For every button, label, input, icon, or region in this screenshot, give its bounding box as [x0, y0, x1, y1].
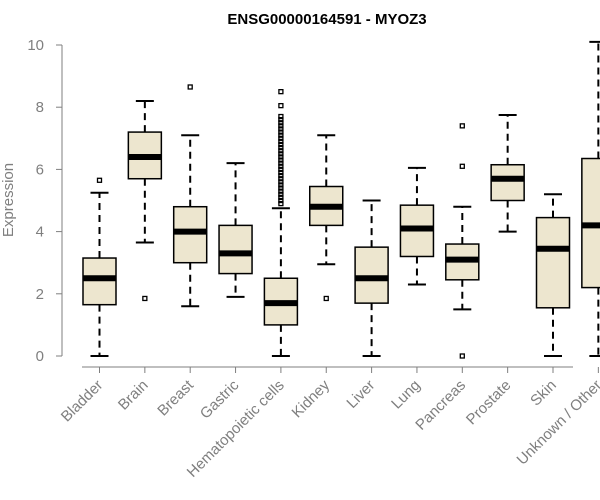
- x-tick-label: Lung: [388, 377, 424, 413]
- outlier-point: [278, 89, 284, 95]
- chart-title: ENSG00000164591 - MYOZ3: [227, 11, 426, 28]
- x-tick-label: Liver: [343, 377, 378, 412]
- iqr-box: [535, 216, 571, 309]
- y-tick-label: 8: [36, 99, 44, 116]
- iqr-box: [490, 163, 525, 202]
- outlier-point: [278, 182, 284, 188]
- box-pancreas: [445, 123, 480, 359]
- iqr-box: [172, 205, 208, 264]
- y-tick-label: 6: [36, 161, 44, 178]
- iqr-box: [218, 224, 253, 275]
- box-gastric: [218, 162, 253, 298]
- outlier-point: [278, 179, 284, 185]
- outlier-point: [187, 84, 193, 90]
- y-tick-label: 0: [36, 348, 44, 365]
- outlier-point: [459, 353, 465, 359]
- boxplots: [82, 40, 600, 359]
- outlier-point: [278, 148, 284, 154]
- box-hematopoietic-cells: [263, 89, 299, 357]
- x-tick-label: Breast: [154, 376, 197, 419]
- outlier-point: [278, 185, 284, 191]
- outlier-point: [278, 135, 284, 141]
- outlier-point: [142, 295, 148, 302]
- box-breast: [172, 84, 208, 308]
- box-liver: [354, 199, 389, 357]
- outlier-point: [278, 113, 284, 120]
- outlier-point: [278, 120, 284, 126]
- outlier-point: [278, 194, 284, 201]
- outlier-point: [278, 157, 284, 163]
- outlier-point: [278, 129, 284, 135]
- outlier-point: [278, 200, 284, 207]
- x-tick-label: Kidney: [289, 376, 334, 421]
- outlier-point: [278, 166, 284, 173]
- outlier-point: [278, 176, 284, 182]
- box-kidney: [309, 134, 344, 302]
- y-tick-label: 2: [36, 286, 44, 303]
- x-tick-label: Brain: [115, 377, 152, 414]
- outlier-point: [278, 141, 284, 148]
- outlier-point: [278, 138, 284, 145]
- outlier-point: [278, 172, 284, 179]
- outlier-point: [96, 177, 103, 183]
- outlier-point: [459, 163, 465, 169]
- x-tick-label: Pancreas: [412, 377, 469, 434]
- box-prostate: [490, 113, 525, 233]
- box-unknown-other: [581, 40, 600, 357]
- box-lung: [399, 166, 435, 286]
- outlier-point: [278, 197, 284, 204]
- outlier-point: [278, 188, 284, 194]
- outlier-point: [278, 160, 284, 166]
- outlier-point: [278, 126, 284, 132]
- box-brain: [127, 99, 163, 302]
- box-skin: [535, 193, 571, 357]
- outlier-point: [278, 102, 284, 109]
- iqr-box: [82, 257, 117, 306]
- outlier-point: [278, 169, 284, 176]
- outlier-point: [278, 123, 284, 129]
- x-tick-label: Bladder: [58, 377, 107, 426]
- x-tick-label: Prostate: [463, 377, 515, 429]
- box-bladder: [82, 177, 117, 357]
- outlier-point: [278, 163, 284, 169]
- outlier-point: [278, 151, 284, 157]
- outlier-point: [278, 154, 284, 160]
- y-axis-ticks: 0 2 4 6 8 10: [27, 37, 62, 365]
- y-tick-label: 10: [27, 37, 44, 54]
- x-tick-label: Skin: [527, 377, 560, 410]
- iqr-box: [354, 246, 389, 304]
- outlier-point: [459, 123, 465, 129]
- outlier-point: [278, 144, 284, 151]
- outlier-point: [278, 116, 284, 123]
- outlier-point: [278, 132, 284, 138]
- y-tick-label: 4: [36, 224, 44, 241]
- outlier-point: [278, 191, 284, 197]
- y-axis-title: Expression: [0, 163, 17, 237]
- outlier-point: [323, 295, 329, 302]
